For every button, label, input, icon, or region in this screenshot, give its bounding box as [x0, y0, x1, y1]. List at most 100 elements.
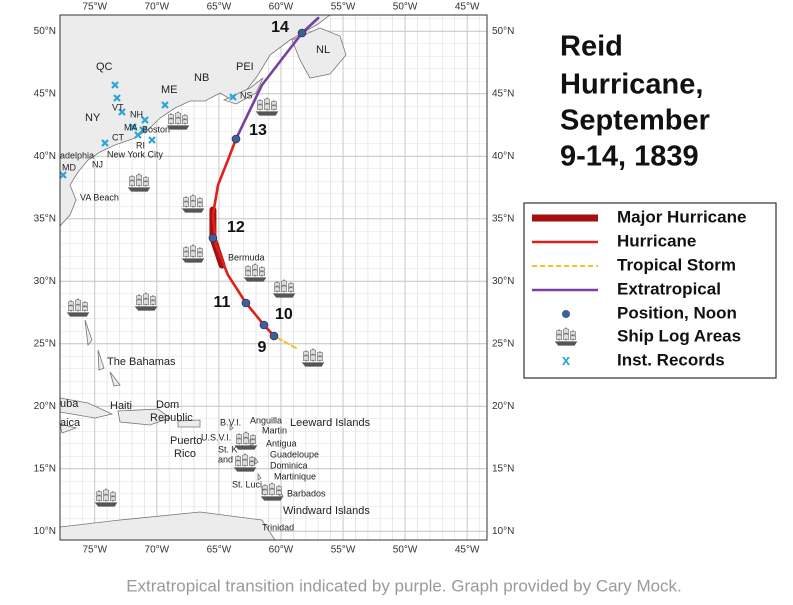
place-label: Trinidad	[262, 522, 294, 532]
lon-tick-label: 50°W	[393, 2, 418, 13]
graticule-labels: 75°W 75°W 70°W 70°W 65°W 65°W 60°W 60°W 55°W 55°W…	[34, 2, 515, 556]
place-label: U.S.V.I.	[201, 432, 231, 442]
place-label: Haiti	[110, 400, 132, 412]
place-label: NB	[194, 72, 209, 84]
lon-tick-label: 65°W	[207, 545, 232, 556]
lon-tick-label: 70°W	[145, 545, 170, 556]
lat-tick-label: 15°N	[492, 463, 514, 474]
legend-swatch: x	[562, 352, 571, 369]
noon-position	[231, 134, 241, 144]
place-label: B.V.I.	[220, 417, 241, 427]
lon-tick-label: 45°W	[455, 2, 480, 13]
place-label: Republic	[150, 412, 193, 424]
caption: Extratropical transition indicated by pu…	[126, 576, 682, 595]
legend-label: Hurricane	[617, 231, 696, 250]
lat-tick-label: 10°N	[492, 526, 514, 537]
lon-tick-label: 65°W	[207, 2, 232, 13]
place-label: aica	[60, 417, 81, 429]
legend-swatch	[562, 310, 570, 318]
day-label: 13	[249, 122, 267, 139]
place-label: Dominica	[270, 460, 308, 470]
day-label: 10	[275, 306, 293, 323]
legend-label: Extratropical	[617, 279, 721, 298]
legend: Major Hurricane Hurricane Tropical Storm Ex…	[523, 202, 777, 379]
place-label: RI	[136, 140, 145, 150]
place-label: Dom	[156, 399, 179, 411]
place-label: NS	[240, 90, 253, 100]
noon-position	[269, 331, 279, 341]
place-label: ME	[161, 84, 178, 96]
place-label: NH	[130, 109, 143, 119]
place-label: and	[218, 454, 233, 464]
place-label: adelphia	[60, 150, 94, 160]
place-labels: QC VT NH ME NB PEI NS NL NY MA CT RI NJ …	[60, 44, 371, 532]
lon-tick-label: 45°W	[455, 545, 480, 556]
lat-tick-label: 25°N	[492, 338, 514, 349]
place-label: MD	[62, 162, 76, 172]
day-label: 12	[227, 219, 245, 236]
lat-tick-label: 35°N	[34, 213, 56, 224]
place-label: St. K	[218, 444, 238, 454]
legend-label: Position, Noon	[617, 303, 737, 322]
title-line: 9-14, 1839	[560, 141, 699, 173]
title: Reid Hurricane, September 9-14, 1839	[560, 31, 710, 173]
lat-tick-label: 10°N	[34, 526, 56, 537]
place-label: Martinique	[274, 471, 316, 481]
place-label: St. Luci	[232, 479, 262, 489]
lon-tick-label: 55°W	[331, 545, 356, 556]
lon-tick-label: 75°W	[82, 2, 107, 13]
place-label: Barbados	[287, 488, 326, 498]
lat-tick-label: 15°N	[34, 463, 56, 474]
lat-tick-label: 45°N	[34, 88, 56, 99]
lon-tick-label: 75°W	[82, 545, 107, 556]
place-label: VT	[112, 102, 124, 112]
lat-tick-label: 40°N	[492, 151, 514, 162]
title-line: Reid	[560, 31, 623, 63]
place-label: NY	[85, 112, 101, 124]
place-label: MA	[124, 122, 138, 132]
lon-tick-label: 55°W	[331, 2, 356, 13]
day-label: 9	[258, 339, 267, 356]
lon-tick-label: 70°W	[145, 2, 170, 13]
place-label: Martin	[262, 425, 287, 435]
noon-position	[259, 320, 269, 330]
legend-label: Ship Log Areas	[617, 326, 741, 345]
title-line: September	[560, 105, 710, 137]
place-label: Rico	[174, 448, 196, 460]
place-label: Antigua	[266, 438, 297, 448]
place-label: Guadeloupe	[270, 449, 319, 459]
place-label: NJ	[92, 159, 103, 169]
day-label: 11	[213, 294, 230, 311]
track-segment	[211, 137, 276, 338]
storm-track: 9 10 11 12 13 14	[208, 16, 320, 356]
place-label: Boston	[142, 124, 170, 134]
lon-tick-label: 50°W	[393, 545, 418, 556]
place-label: VA Beach	[80, 192, 119, 202]
legend-label: Tropical Storm	[617, 255, 736, 274]
place-label: PEI	[236, 61, 254, 73]
place-label: Bermuda	[228, 252, 265, 262]
place-label: Puerto	[170, 435, 202, 447]
noon-position	[208, 233, 218, 243]
day-label: 14	[271, 19, 289, 36]
lat-tick-label: 50°N	[34, 26, 56, 37]
lat-tick-label: 45°N	[492, 88, 514, 99]
noon-position	[297, 28, 307, 38]
lat-tick-label: 35°N	[492, 213, 514, 224]
place-label: Anguilla	[250, 415, 282, 425]
place-label: The Bahamas	[107, 356, 176, 368]
place-label: New York City	[107, 149, 164, 159]
map-frame	[59, 14, 488, 541]
lat-tick-label: 25°N	[34, 338, 56, 349]
lat-tick-label: 30°N	[492, 276, 514, 287]
legend-label: Major Hurricane	[617, 207, 746, 226]
map: QC VT NH ME NB PEI NS NL NY MA CT RI NJ …	[60, 15, 487, 540]
lat-tick-label: 20°N	[492, 401, 514, 412]
place-label: CT	[112, 132, 124, 142]
place-label: Leeward Islands	[290, 417, 371, 429]
place-label: Windward Islands	[283, 505, 370, 517]
lat-tick-label: 50°N	[492, 26, 514, 37]
inst-records	[60, 81, 237, 179]
place-label: NL	[316, 44, 330, 56]
